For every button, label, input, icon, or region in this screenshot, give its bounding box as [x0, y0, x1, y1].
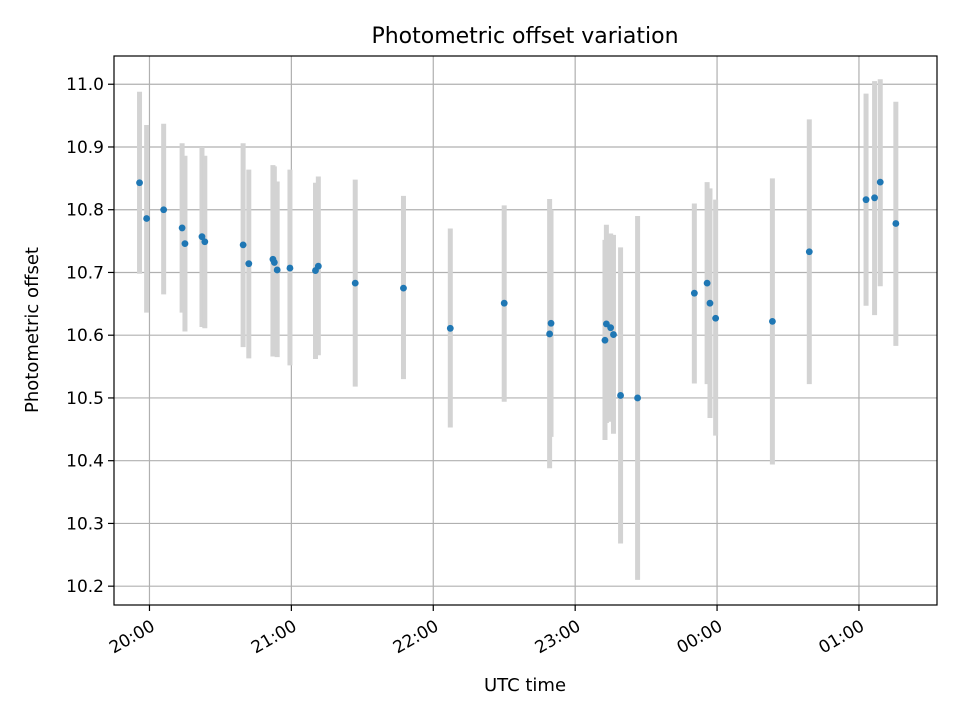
data-point [546, 330, 554, 338]
data-point [805, 248, 813, 256]
data-point [892, 220, 900, 227]
data-point [610, 331, 617, 338]
data-point [198, 233, 206, 241]
x-axis-label: UTC time [484, 675, 566, 696]
data-point [239, 241, 247, 249]
data-point [862, 196, 870, 204]
data-point [500, 299, 508, 307]
data-point [712, 314, 720, 322]
data-point [178, 224, 186, 232]
y-tick-label: 11.0 [66, 75, 104, 95]
y-tick-label: 10.6 [66, 326, 104, 346]
data-point [703, 279, 711, 287]
data-point [634, 394, 641, 402]
data-point [245, 260, 253, 268]
y-tick-label: 10.4 [66, 452, 104, 472]
data-point [690, 289, 698, 297]
data-point [607, 324, 615, 332]
data-points [136, 178, 900, 402]
data-point [547, 319, 555, 327]
data-point [446, 324, 454, 332]
data-point [769, 318, 776, 325]
data-point [286, 264, 294, 272]
data-point [871, 194, 878, 202]
y-axis-ticks: 10.2 10.3 10.4 10.5 10.6 10.7 10.8 10.9 11.0 [66, 75, 114, 597]
data-point [400, 284, 407, 292]
data-point [181, 240, 189, 248]
y-tick-label: 10.9 [66, 138, 104, 158]
data-point [143, 215, 151, 222]
data-point [273, 266, 281, 274]
data-point [706, 299, 714, 307]
plot-frame [113, 55, 938, 606]
y-tick-label: 10.7 [66, 263, 104, 283]
data-point [876, 178, 884, 186]
data-point [314, 262, 322, 270]
y-tick-label: 10.2 [66, 577, 104, 597]
data-point [617, 392, 624, 399]
data-point [270, 259, 278, 266]
data-point [160, 206, 168, 214]
y-tick-label: 10.3 [66, 514, 104, 534]
data-point [136, 179, 143, 187]
data-point [351, 279, 359, 287]
data-point [201, 238, 209, 246]
data-point [601, 336, 609, 344]
y-axis-label: Photometric offset [22, 247, 43, 413]
y-tick-label: 10.8 [66, 201, 104, 221]
y-tick-label: 10.5 [66, 389, 104, 409]
chart-title: Photometric offset variation [371, 24, 678, 49]
